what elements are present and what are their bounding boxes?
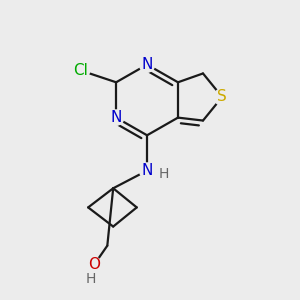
Text: S: S xyxy=(217,89,227,104)
Circle shape xyxy=(140,57,155,72)
Text: Cl: Cl xyxy=(74,63,88,78)
Text: N: N xyxy=(141,163,153,178)
Text: N: N xyxy=(110,110,122,125)
Circle shape xyxy=(86,257,102,272)
Circle shape xyxy=(109,110,124,125)
Circle shape xyxy=(214,89,230,105)
Text: O: O xyxy=(88,257,100,272)
Text: N: N xyxy=(141,57,153,72)
Text: H: H xyxy=(86,272,96,286)
Circle shape xyxy=(140,163,155,178)
Text: H: H xyxy=(159,167,169,181)
Circle shape xyxy=(72,62,90,79)
